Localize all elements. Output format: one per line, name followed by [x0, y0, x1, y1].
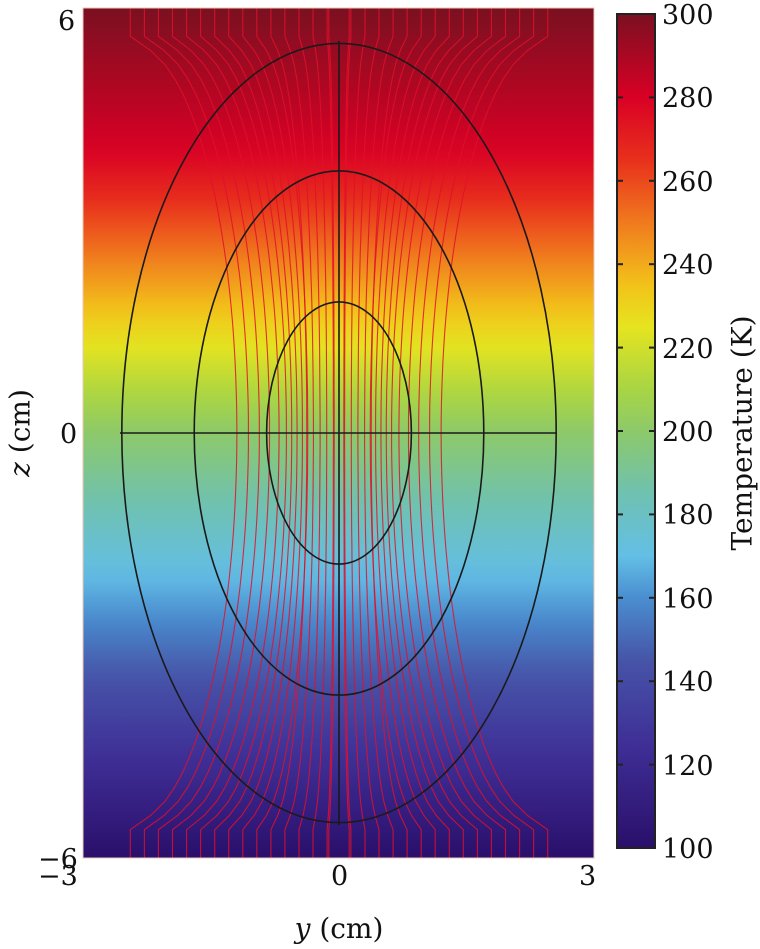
y-tick-top: 6: [58, 6, 76, 37]
colorbar-tick-label: 160: [662, 583, 714, 615]
y-axis-unit: (cm): [3, 389, 37, 454]
colorbar-tick-label: 220: [662, 333, 714, 365]
colorbar-tick-label: 120: [662, 750, 714, 782]
colorbar-tick-label: 100: [662, 834, 714, 865]
x-tick-zero: 0: [331, 861, 349, 892]
colorbar-tick-label: 260: [662, 166, 714, 198]
plot-frame: [82, 7, 595, 859]
x-axis-unit: (cm): [319, 912, 384, 945]
x-tick-left: −3: [38, 861, 78, 892]
x-tick-right: 3: [579, 861, 597, 892]
colorbar-title: Temperature (K): [725, 315, 759, 551]
y-tick-bottom: −6: [38, 844, 78, 875]
colorbar-tick-label: 140: [662, 667, 714, 699]
x-axis-var: y: [294, 912, 311, 945]
colorbar-tick-label: 200: [662, 417, 714, 448]
colorbar-tick-label: 280: [662, 83, 714, 115]
colorbar-ticks: [617, 13, 655, 849]
y-axis-var: z: [3, 462, 37, 477]
colorbar-tick-label: 240: [662, 250, 714, 282]
colorbar: [616, 13, 656, 849]
y-axis-title: z (cm): [4, 389, 37, 477]
plot-area: [82, 7, 595, 859]
x-axis-title: y (cm): [295, 912, 384, 945]
colorbar-tick-label: 180: [662, 500, 714, 532]
colorbar-tick-label: 300: [662, 0, 714, 31]
y-tick-zero: 0: [60, 419, 78, 450]
